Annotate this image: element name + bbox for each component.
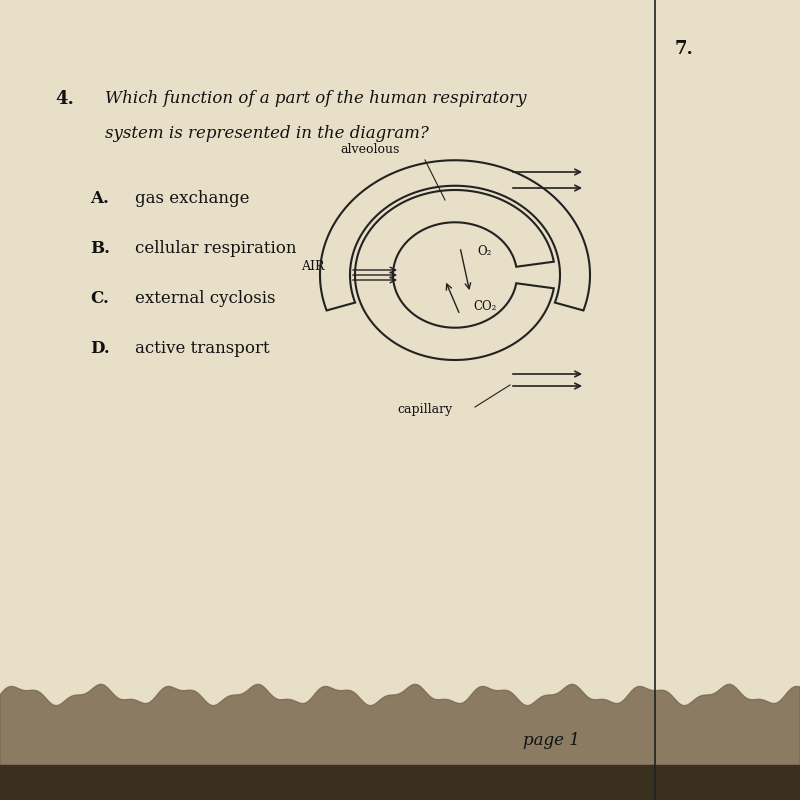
Text: gas exchange: gas exchange [135,190,250,207]
Text: active transport: active transport [135,340,270,357]
Text: D.: D. [90,340,110,357]
Text: B.: B. [90,240,110,257]
Text: Which function of a part of the human respiratory: Which function of a part of the human re… [105,90,526,107]
Text: cellular respiration: cellular respiration [135,240,297,257]
Text: alveolous: alveolous [340,143,400,156]
Text: O₂: O₂ [477,245,491,258]
Text: AIR: AIR [302,260,325,273]
Text: system is represented in the diagram?: system is represented in the diagram? [105,125,429,142]
Text: CO₂: CO₂ [473,300,496,313]
Text: 4.: 4. [55,90,74,108]
Text: external cyclosis: external cyclosis [135,290,275,307]
Text: page 1: page 1 [523,732,580,749]
Text: C.: C. [90,290,109,307]
Text: capillary: capillary [398,403,453,416]
Text: 7.: 7. [675,40,694,58]
Text: A.: A. [90,190,109,207]
